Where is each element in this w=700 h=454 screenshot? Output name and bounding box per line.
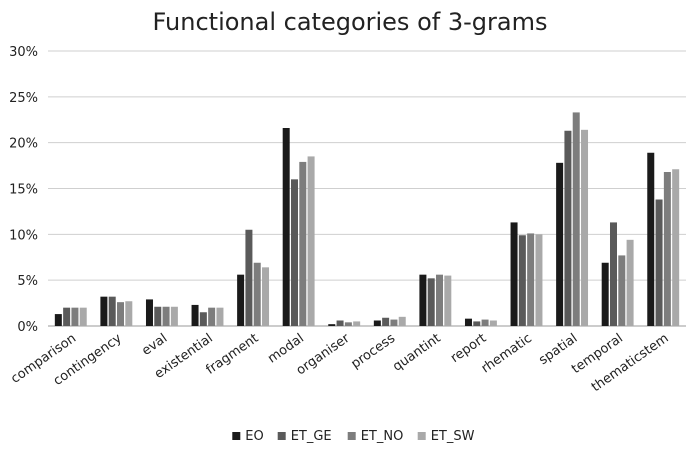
legend-item: ET_SW [417, 429, 475, 444]
bar [481, 319, 489, 326]
bar [344, 322, 352, 326]
bar [100, 296, 108, 326]
y-tick-label: 30% [9, 45, 38, 60]
bar [464, 318, 472, 326]
bar [353, 321, 361, 326]
legend-item: ET_GE [277, 429, 332, 444]
bar [390, 319, 398, 326]
bar [154, 306, 162, 326]
bar [199, 312, 207, 326]
x-tick-label: process [349, 331, 399, 372]
y-axis-ticks: 0% 5% 10% 15% 20% 25% 30% [9, 45, 38, 335]
grid-layer [48, 50, 686, 327]
bar [145, 299, 153, 326]
bar [427, 278, 435, 326]
bar [108, 296, 116, 326]
bar [162, 306, 170, 326]
x-tick-label: fragment [203, 331, 261, 378]
x-tick-label: rhematic [479, 331, 535, 376]
bar [216, 307, 224, 326]
bar [527, 233, 535, 326]
bar [601, 262, 609, 326]
legend-item: ET_NO [347, 429, 404, 444]
bar [54, 314, 62, 326]
y-tick-label: 10% [9, 228, 38, 243]
legend-label: ET_GE [291, 429, 332, 444]
bar [282, 128, 290, 326]
legend-swatch [347, 432, 356, 440]
bar [290, 179, 298, 326]
chart-title: Functional categories of 3-grams [153, 8, 548, 36]
legend-label: ET_SW [431, 429, 475, 444]
y-tick-label: 5% [17, 274, 38, 289]
bar [672, 169, 680, 326]
bar [125, 301, 133, 326]
bar [609, 222, 617, 326]
bar [398, 316, 406, 326]
bar [618, 255, 626, 326]
legend-swatch [232, 432, 241, 440]
bar [336, 320, 344, 326]
legend-swatch [277, 432, 286, 440]
bar [208, 307, 216, 326]
bar [419, 274, 427, 326]
bar [328, 324, 336, 326]
bar [191, 304, 199, 326]
bar [556, 162, 564, 326]
bar [63, 307, 71, 326]
bar [581, 129, 589, 326]
bar [373, 320, 381, 326]
x-tick-label: eval [139, 331, 170, 359]
bar [647, 152, 655, 326]
bar [237, 274, 245, 326]
bars-layer [54, 112, 680, 327]
bar [473, 321, 481, 326]
legend-swatch [417, 432, 426, 440]
bar [253, 262, 261, 326]
x-tick-label: thematicstem [589, 331, 672, 395]
legend: EO ET_GE ET_NO ET_SW [232, 429, 475, 444]
bar [572, 112, 580, 327]
bar [518, 235, 526, 326]
bar [655, 199, 663, 326]
x-tick-label: quantint [390, 331, 443, 375]
y-tick-label: 20% [9, 137, 38, 152]
bar [489, 320, 497, 326]
bar [564, 130, 572, 326]
bar [79, 307, 87, 326]
legend-item: EO [232, 429, 264, 444]
bar [170, 306, 178, 326]
bar [444, 275, 452, 326]
bar [117, 302, 125, 326]
bar [71, 307, 79, 326]
bar [626, 239, 634, 326]
bar [535, 234, 543, 326]
y-tick-label: 25% [9, 91, 38, 106]
bar [510, 222, 518, 326]
legend-label: EO [245, 429, 263, 444]
bar [436, 274, 444, 326]
bar [382, 317, 390, 326]
legend-label: ET_NO [361, 429, 404, 444]
bar [262, 267, 270, 326]
y-tick-label: 15% [9, 183, 38, 198]
bar [663, 172, 671, 326]
y-tick-label: 0% [17, 320, 38, 335]
bar [307, 156, 315, 326]
bar [299, 161, 307, 326]
bar [245, 229, 253, 326]
